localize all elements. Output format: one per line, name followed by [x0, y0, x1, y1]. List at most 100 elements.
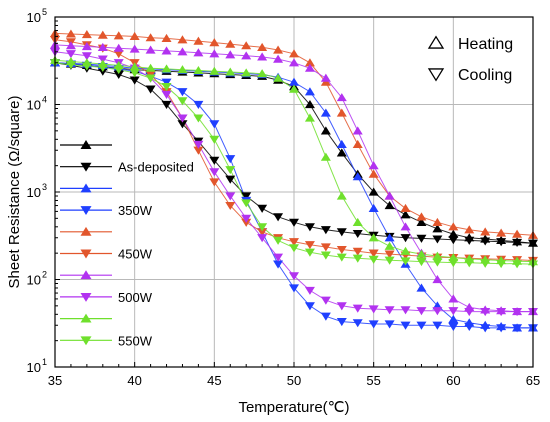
- data-point-350w-cooling: [400, 321, 411, 330]
- data-point-550w-heating: [257, 69, 268, 78]
- y-tick-label: 10: [27, 273, 41, 288]
- data-point-450w-heating: [289, 49, 299, 58]
- data-point-550w-cooling: [145, 74, 156, 83]
- data-point-as-deposited-cooling: [113, 70, 124, 80]
- data-point-350w-cooling: [464, 322, 475, 332]
- data-point-500w-cooling: [257, 234, 268, 243]
- data-point-350w-cooling: [336, 318, 347, 327]
- legend-marker: [80, 313, 92, 323]
- data-point-450w-cooling: [257, 228, 268, 237]
- data-point-as-deposited-heating: [368, 187, 379, 196]
- data-point-550w-cooling: [368, 255, 379, 264]
- data-point-450w-cooling: [225, 201, 236, 211]
- data-point-450w-cooling: [352, 247, 363, 256]
- x-axis-label: Temperature(℃): [238, 399, 349, 416]
- data-point-450w-heating: [225, 39, 236, 48]
- y-tick-exponent: 5: [42, 7, 47, 17]
- data-point-500w-cooling: [177, 114, 188, 123]
- data-point-550w-heating: [129, 62, 140, 71]
- data-point-350w-cooling: [416, 321, 427, 330]
- data-point-350w-cooling: [193, 100, 204, 109]
- data-point-500w-cooling: [464, 307, 475, 317]
- data-point-as-deposited-cooling: [241, 192, 252, 201]
- data-point-as-deposited-heating: [304, 100, 315, 109]
- data-point-550w-cooling: [209, 135, 220, 144]
- data-point-500w-heating: [193, 48, 204, 57]
- data-point-as-deposited-heating: [416, 217, 427, 226]
- cooling-marker-icon: [427, 68, 445, 82]
- data-point-550w-heating: [209, 66, 220, 75]
- y-tick-label: 10: [27, 10, 41, 25]
- data-point-350w-cooling: [496, 324, 507, 333]
- data-point-450w-heating: [416, 212, 427, 221]
- data-point-550w-heating: [225, 67, 236, 76]
- data-point-500w-cooling: [480, 307, 491, 317]
- data-point-550w-cooling: [496, 259, 507, 269]
- x-tick-label: 55: [366, 373, 380, 388]
- data-point-as-deposited-cooling: [289, 218, 299, 227]
- data-point-as-deposited-cooling: [448, 236, 459, 245]
- data-point-550w-cooling: [480, 259, 491, 268]
- data-point-550w-cooling: [65, 61, 76, 70]
- data-point-500w-cooling: [225, 192, 236, 201]
- data-point-350w-cooling: [209, 120, 220, 129]
- data-point-500w-heating: [97, 42, 108, 51]
- legend-label: 450W: [118, 247, 153, 262]
- data-point-as-deposited-cooling: [273, 213, 284, 222]
- data-point-as-deposited-cooling: [496, 238, 507, 247]
- data-point-450w-heating: [145, 33, 156, 42]
- series-markers: [50, 28, 538, 333]
- data-point-450w-cooling: [320, 243, 331, 252]
- y-tick-label: 10: [27, 360, 41, 375]
- data-point-450w-cooling: [384, 250, 395, 259]
- data-point-as-deposited-cooling: [512, 238, 523, 247]
- data-point-500w-heating: [384, 191, 395, 200]
- legend-marker: [80, 249, 92, 259]
- data-point-450w-heating: [512, 229, 523, 238]
- data-point-450w-heating: [113, 31, 124, 40]
- data-point-as-deposited-heating: [448, 229, 459, 238]
- data-point-450w-heating: [241, 41, 252, 50]
- data-point-500w-cooling: [289, 272, 299, 281]
- data-point-as-deposited-cooling: [480, 237, 491, 246]
- data-point-500w-heating: [320, 73, 331, 82]
- data-point-500w-heating: [304, 63, 315, 72]
- data-point-as-deposited-cooling: [129, 76, 140, 85]
- data-point-350w-cooling: [304, 302, 315, 311]
- data-point-500w-cooling: [416, 307, 427, 316]
- data-point-550w-cooling: [161, 83, 172, 92]
- data-point-450w-heating: [432, 217, 443, 226]
- data-point-as-deposited-cooling: [432, 235, 443, 244]
- data-point-350w-cooling: [448, 322, 459, 332]
- data-point-500w-cooling: [384, 306, 395, 315]
- data-point-500w-cooling: [65, 50, 76, 59]
- data-point-350w-cooling: [480, 324, 491, 333]
- data-point-550w-cooling: [512, 260, 523, 269]
- data-point-550w-heating: [193, 65, 204, 75]
- data-point-350w-heating: [368, 203, 379, 212]
- data-point-as-deposited-cooling: [177, 120, 188, 129]
- data-point-550w-cooling: [336, 253, 347, 262]
- data-point-500w-heating: [336, 93, 347, 102]
- data-point-500w-cooling: [368, 305, 379, 314]
- data-point-550w-heating: [161, 64, 172, 73]
- data-point-500w-cooling: [209, 168, 220, 177]
- legend-label: As-deposited: [118, 160, 194, 175]
- data-point-450w-heating: [97, 30, 108, 39]
- data-point-550w-cooling: [193, 114, 204, 123]
- data-point-500w-cooling: [320, 296, 331, 305]
- data-point-550w-cooling: [241, 199, 252, 208]
- data-point-as-deposited-cooling: [161, 100, 172, 109]
- legend-marker: [80, 183, 92, 193]
- data-point-as-deposited-cooling: [416, 234, 427, 243]
- data-point-550w-cooling: [320, 251, 331, 260]
- data-point-500w-heating: [289, 58, 299, 67]
- data-point-500w-cooling: [496, 307, 507, 317]
- data-point-350w-cooling: [320, 312, 331, 321]
- legend: As-deposited 350W 450W 500W 550W: [60, 140, 194, 348]
- x-tick-label: 60: [446, 373, 460, 388]
- data-point-500w-cooling: [336, 302, 347, 311]
- legend-marker: [80, 226, 92, 236]
- data-point-550w-cooling: [225, 166, 236, 175]
- data-point-550w-heating: [336, 191, 347, 200]
